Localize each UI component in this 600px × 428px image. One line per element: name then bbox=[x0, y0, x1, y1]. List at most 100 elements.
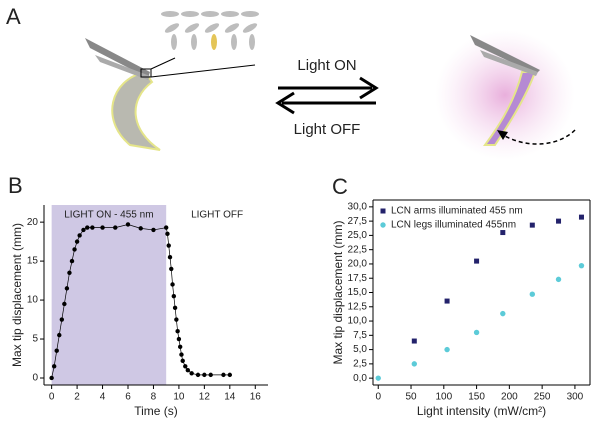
data-point bbox=[166, 243, 171, 248]
data-point bbox=[183, 364, 188, 369]
data-point bbox=[195, 372, 201, 378]
data-point bbox=[474, 258, 480, 264]
data-point bbox=[57, 332, 62, 338]
y-tick-label: 5,0 bbox=[353, 344, 367, 355]
y-axis-label: Max tip displacement (mm) bbox=[10, 223, 24, 367]
arrow-label: Light OFF bbox=[294, 121, 361, 138]
data-point bbox=[176, 336, 182, 342]
data-point bbox=[473, 329, 480, 336]
data-point bbox=[62, 301, 67, 307]
panel-label: A bbox=[6, 4, 21, 29]
switch-arrows bbox=[275, 76, 379, 115]
y-tick-label: 15 bbox=[27, 256, 39, 267]
x-tick-label: 50 bbox=[405, 392, 417, 403]
y-tick-label: 5 bbox=[32, 334, 38, 345]
data-point bbox=[174, 317, 179, 322]
data-point bbox=[81, 227, 86, 233]
legend-label: LCN arms illuminated 455 nm bbox=[391, 206, 523, 217]
data-point bbox=[85, 225, 90, 230]
data-point bbox=[170, 282, 175, 287]
data-point bbox=[189, 371, 194, 376]
x-tick-label: 0 bbox=[49, 392, 55, 403]
x-tick-label: 8 bbox=[151, 392, 157, 403]
y-tick-label: 0,0 bbox=[353, 373, 367, 384]
arrow-label: Light ON bbox=[297, 57, 356, 74]
data-point bbox=[51, 364, 57, 369]
y-tick-label: 27,5 bbox=[348, 216, 368, 227]
data-point bbox=[444, 298, 450, 304]
x-axis-label: Light intensity (mW/cm²) bbox=[417, 404, 546, 418]
y-tick-label: 30,0 bbox=[348, 201, 368, 212]
x-axis-label: Time (s) bbox=[134, 404, 178, 418]
data-point bbox=[151, 227, 156, 233]
data-point bbox=[74, 239, 80, 244]
data-point bbox=[202, 372, 207, 378]
data-point bbox=[175, 329, 180, 334]
data-point bbox=[90, 225, 95, 230]
data-point bbox=[227, 372, 233, 378]
data-point bbox=[69, 258, 75, 264]
y-tick-label: 10 bbox=[27, 295, 39, 306]
data-point bbox=[411, 361, 418, 367]
y-tick-label: 12,5 bbox=[348, 301, 368, 312]
x-tick-label: 14 bbox=[224, 392, 236, 403]
panel-label: B bbox=[8, 173, 23, 198]
data-point bbox=[100, 225, 105, 230]
data-point bbox=[167, 255, 173, 260]
annotation: LIGHT OFF bbox=[191, 210, 243, 221]
y-tick-label: 20 bbox=[27, 217, 39, 228]
illustration-left bbox=[85, 11, 259, 151]
data-point bbox=[179, 352, 184, 357]
y-tick-label: 17,5 bbox=[348, 273, 368, 284]
data-point bbox=[59, 317, 65, 322]
data-point bbox=[163, 225, 169, 230]
shaded-region bbox=[51, 205, 167, 385]
data-point bbox=[54, 348, 59, 353]
data-point bbox=[72, 247, 77, 252]
y-tick-label: 2,5 bbox=[353, 359, 367, 370]
x-tick-label: 2 bbox=[74, 392, 80, 403]
data-point bbox=[138, 226, 143, 231]
data-point bbox=[529, 291, 536, 297]
annotation: LIGHT ON - 455 nm bbox=[64, 210, 153, 221]
x-tick-label: 12 bbox=[199, 392, 211, 403]
y-tick-label: 15,0 bbox=[348, 287, 368, 298]
legend-label: LCN legs illuminated 455nm bbox=[391, 220, 516, 231]
data-point bbox=[578, 214, 584, 220]
y-tick-label: 25,0 bbox=[348, 230, 368, 241]
data-point bbox=[555, 276, 562, 283]
x-tick-label: 6 bbox=[125, 392, 131, 403]
data-point bbox=[77, 233, 82, 238]
x-tick-label: 100 bbox=[435, 392, 452, 403]
data-point bbox=[185, 367, 191, 373]
legend-marker bbox=[380, 222, 386, 228]
x-tick-label: 0 bbox=[375, 392, 381, 403]
data-point bbox=[125, 222, 131, 227]
data-point bbox=[169, 266, 174, 272]
x-tick-label: 4 bbox=[100, 392, 106, 403]
data-point bbox=[165, 231, 170, 237]
panel-label: C bbox=[332, 174, 348, 199]
x-tick-label: 250 bbox=[534, 392, 551, 403]
data-point bbox=[529, 222, 535, 228]
data-point bbox=[49, 375, 54, 381]
data-point bbox=[500, 310, 506, 317]
y-axis-label: Max tip displacement (mm) bbox=[331, 220, 345, 364]
legend-marker bbox=[380, 208, 386, 214]
data-point bbox=[500, 230, 506, 236]
x-tick-label: 200 bbox=[501, 392, 518, 403]
data-point bbox=[180, 358, 185, 364]
x-tick-label: 150 bbox=[468, 392, 485, 403]
data-point bbox=[556, 218, 562, 224]
x-tick-label: 300 bbox=[567, 392, 584, 403]
data-point bbox=[411, 338, 417, 344]
data-point bbox=[67, 270, 72, 275]
data-point bbox=[221, 372, 226, 378]
data-point bbox=[578, 262, 585, 269]
y-tick-label: 0 bbox=[32, 373, 38, 384]
x-tick-label: 16 bbox=[250, 392, 262, 403]
data-point bbox=[208, 372, 213, 378]
data-point bbox=[171, 293, 177, 299]
data-point bbox=[64, 286, 70, 291]
